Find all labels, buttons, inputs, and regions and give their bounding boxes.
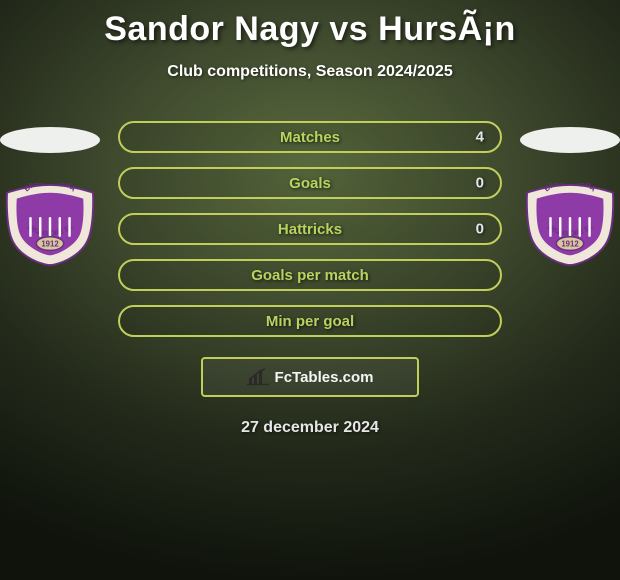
stat-label: Min per goal: [266, 313, 354, 330]
stat-label: Goals per match: [251, 267, 369, 284]
stat-right-value: 0: [476, 175, 484, 192]
main-layout: BÉKÉSCSABA 1912 ELŐRE SE 1912 Matches 4: [0, 121, 620, 337]
player-right-club-badge: BÉKÉSCSABA 1912 ELŐRE SE 1912: [521, 183, 619, 267]
stat-row-gpm: Goals per match: [118, 259, 502, 291]
stat-row-matches: Matches 4: [118, 121, 502, 153]
subtitle: Club competitions, Season 2024/2025: [167, 63, 452, 81]
page-title: Sandor Nagy vs HursÃ¡n: [104, 10, 516, 49]
club-year: 1912: [41, 239, 59, 248]
stat-row-mpg: Min per goal: [118, 305, 502, 337]
generated-date: 27 december 2024: [241, 419, 379, 437]
stat-label: Goals: [289, 175, 331, 192]
stats-column: Matches 4 Goals 0 Hattricks 0 Goals per …: [110, 121, 510, 337]
player-left-club-badge: BÉKÉSCSABA 1912 ELŐRE SE 1912: [1, 183, 99, 267]
bar-chart-icon: [247, 368, 269, 386]
club-year: 1912: [561, 239, 579, 248]
player-right-column: BÉKÉSCSABA 1912 ELŐRE SE 1912: [510, 121, 620, 267]
attribution-box[interactable]: FcTables.com: [201, 357, 419, 397]
stat-label: Hattricks: [278, 221, 342, 238]
stat-row-goals: Goals 0: [118, 167, 502, 199]
content-wrapper: Sandor Nagy vs HursÃ¡n Club competitions…: [0, 0, 620, 437]
stat-label: Matches: [280, 129, 340, 146]
player-left-avatar: [0, 127, 100, 153]
attribution-label: FcTables.com: [275, 369, 374, 386]
stat-right-value: 4: [476, 129, 484, 146]
player-left-column: BÉKÉSCSABA 1912 ELŐRE SE 1912: [0, 121, 110, 267]
stat-right-value: 0: [476, 221, 484, 238]
player-right-avatar: [520, 127, 620, 153]
stat-row-hattricks: Hattricks 0: [118, 213, 502, 245]
